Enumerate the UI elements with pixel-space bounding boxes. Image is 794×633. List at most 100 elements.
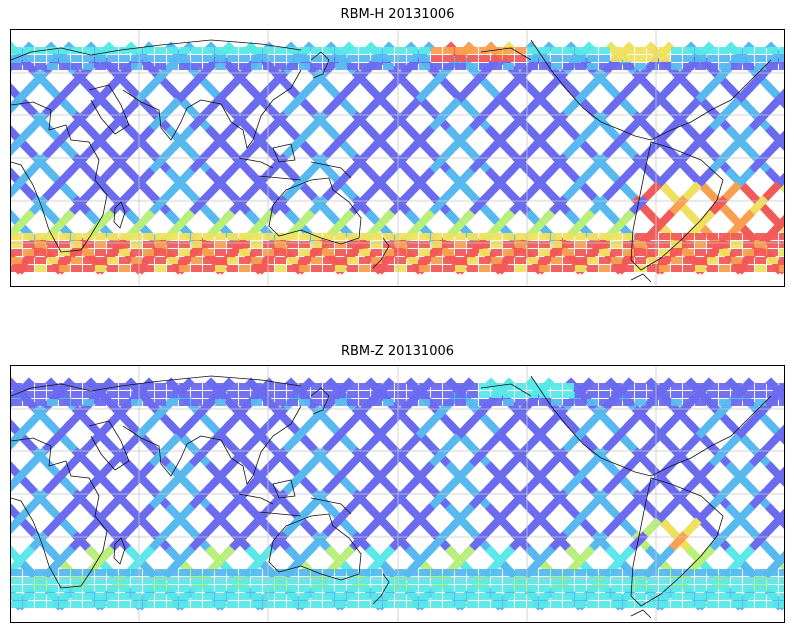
satellite-swath-segment (11, 181, 22, 199)
south-band-cell (11, 593, 22, 600)
south-band-cell (203, 233, 214, 240)
north-band-cell (311, 47, 322, 54)
south-band-cell (95, 593, 106, 600)
south-band-cell (59, 585, 70, 592)
south-band-cell (635, 601, 646, 608)
south-band-cell (179, 569, 190, 576)
north-band-cell (599, 399, 610, 406)
south-band-cell (755, 577, 766, 584)
south-band-cell (647, 257, 658, 264)
south-band-cell (707, 585, 718, 592)
south-band-cell (539, 593, 550, 600)
north-band-cell (239, 383, 250, 390)
south-band-cell (419, 249, 430, 256)
south-band-cell (107, 601, 118, 608)
south-band-cell (215, 601, 226, 608)
south-band-cell (107, 265, 118, 272)
north-band-cell (719, 391, 730, 398)
south-band-cell (395, 569, 406, 576)
satellite-swath-segment (11, 97, 22, 114)
north-band-cell (515, 63, 526, 70)
north-band-cell (95, 391, 106, 398)
south-band-cell (659, 585, 670, 592)
north-band-cell (275, 63, 286, 70)
south-band-cell (263, 601, 274, 608)
se-asia-coastline (200, 405, 302, 485)
north-band-cell (47, 399, 58, 406)
north-band-cell (179, 55, 190, 62)
south-band-cell (335, 241, 346, 248)
north-band-cell (83, 63, 94, 70)
south-band-cell (767, 249, 778, 256)
south-band-cell (527, 249, 538, 256)
north-band-cell (575, 391, 586, 398)
south-band-cell (671, 249, 682, 256)
north-band-cell (287, 55, 298, 62)
north-band-cell (407, 47, 418, 54)
north-band-cell (215, 63, 226, 70)
south-band-cell (407, 601, 418, 608)
south-band-cell (395, 265, 406, 272)
south-band-cell (311, 265, 322, 272)
south-band-cell (563, 265, 574, 272)
north-band-cell (503, 55, 514, 62)
south-band-cell (119, 577, 130, 584)
south-band-cell (719, 265, 730, 272)
north-band-cell (83, 47, 94, 54)
north-band-cell (299, 55, 310, 62)
south-band-cell (611, 569, 622, 576)
south-band-cell (515, 249, 526, 256)
south-band-cell (599, 601, 610, 608)
south-band-cell (731, 233, 742, 240)
south-band-cell (191, 233, 202, 240)
south-band-cell (527, 585, 538, 592)
south-band-cell (755, 585, 766, 592)
north-band-cell (635, 383, 646, 390)
south-band-cell (587, 569, 598, 576)
gridlines (11, 30, 784, 286)
sumatra-coastline (238, 157, 274, 169)
south-band-cell (671, 593, 682, 600)
south-band-cell (479, 601, 490, 608)
south-band-cell (635, 233, 646, 240)
north-band-cell (323, 55, 334, 62)
south-band-cell (467, 585, 478, 592)
south-band-cell (779, 585, 784, 592)
south-band-cell (215, 585, 226, 592)
south-band-cell (743, 233, 754, 240)
south-band-cell (779, 233, 784, 240)
north-band-cell (59, 47, 70, 54)
south-band-cell (287, 585, 298, 592)
north-band-cell (527, 55, 538, 62)
south-band-cell (359, 593, 370, 600)
java-coastline (258, 175, 302, 181)
north-band-cell (767, 63, 778, 70)
south-band-cell (299, 569, 310, 576)
north-band-cell (407, 399, 418, 406)
south-band-cell (467, 577, 478, 584)
japan-coastline (310, 387, 330, 415)
south-band-cell (131, 593, 142, 600)
south-band-cell (515, 601, 526, 608)
north-band-cell (59, 383, 70, 390)
south-band-cell (551, 593, 562, 600)
swaths-layer (11, 41, 784, 275)
south-band-cell (275, 233, 286, 240)
south-band-cell (707, 257, 718, 264)
north-band-cell (671, 55, 682, 62)
north-band-cell (515, 391, 526, 398)
north-band-cell (755, 55, 766, 62)
south-band-cell (623, 257, 634, 264)
north-band-cell (695, 55, 706, 62)
north-band-cell (299, 63, 310, 70)
south-band-cell (707, 601, 718, 608)
north-band-cell (599, 63, 610, 70)
south-band-cell (731, 241, 742, 248)
north-band-cell (95, 63, 106, 70)
north-band-cell (623, 63, 634, 70)
south-band-cell (407, 593, 418, 600)
map-rbm-z (11, 366, 784, 622)
south-band-cell (491, 233, 502, 240)
north-band-cell (755, 383, 766, 390)
south-band-cell (323, 249, 334, 256)
